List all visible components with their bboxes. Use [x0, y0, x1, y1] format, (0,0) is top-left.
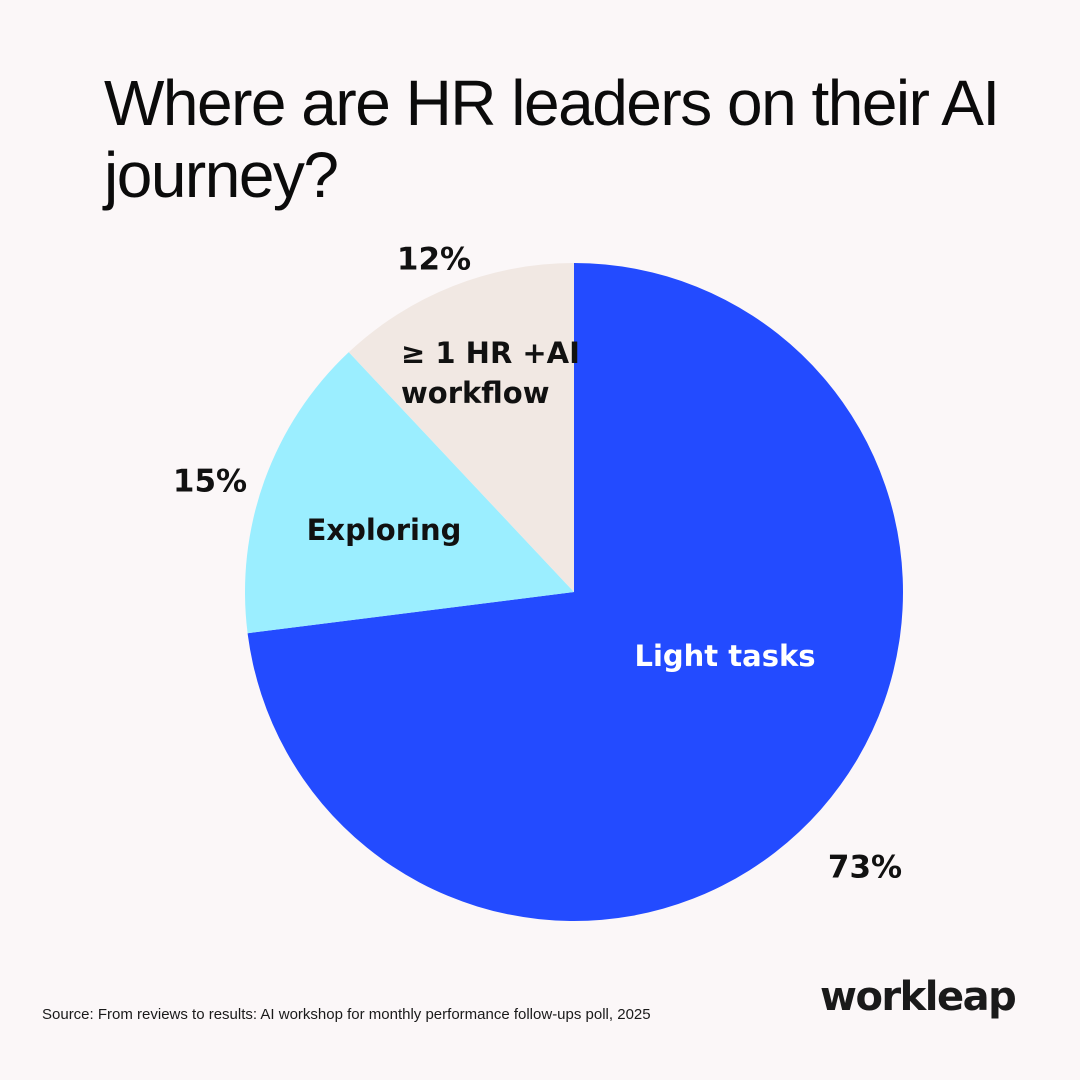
source-note: Source: From reviews to results: AI work… — [42, 1006, 651, 1023]
slice-percent-label: 15% — [173, 464, 247, 500]
slice-label: Light tasks — [634, 639, 815, 673]
pie-slices — [245, 263, 904, 921]
pie-slice-exploring — [245, 352, 574, 634]
chart-title: Where are HR leaders on their AI journey… — [104, 67, 1000, 211]
pie-slice-light-tasks — [247, 263, 904, 921]
slice-label: Exploring — [307, 513, 462, 547]
slice-percent-label: 12% — [397, 242, 471, 278]
slice-percent-label: 73% — [828, 850, 902, 886]
pie-labels: Light tasks 73% Exploring 15% ≥ 1 HR +AI work… — [173, 242, 902, 886]
slice-label: ≥ 1 HR +AI workflow — [401, 336, 580, 410]
workleap-logo: workleap — [820, 974, 1017, 1020]
pie-slice-1-hr-ai-workflow — [348, 263, 574, 592]
